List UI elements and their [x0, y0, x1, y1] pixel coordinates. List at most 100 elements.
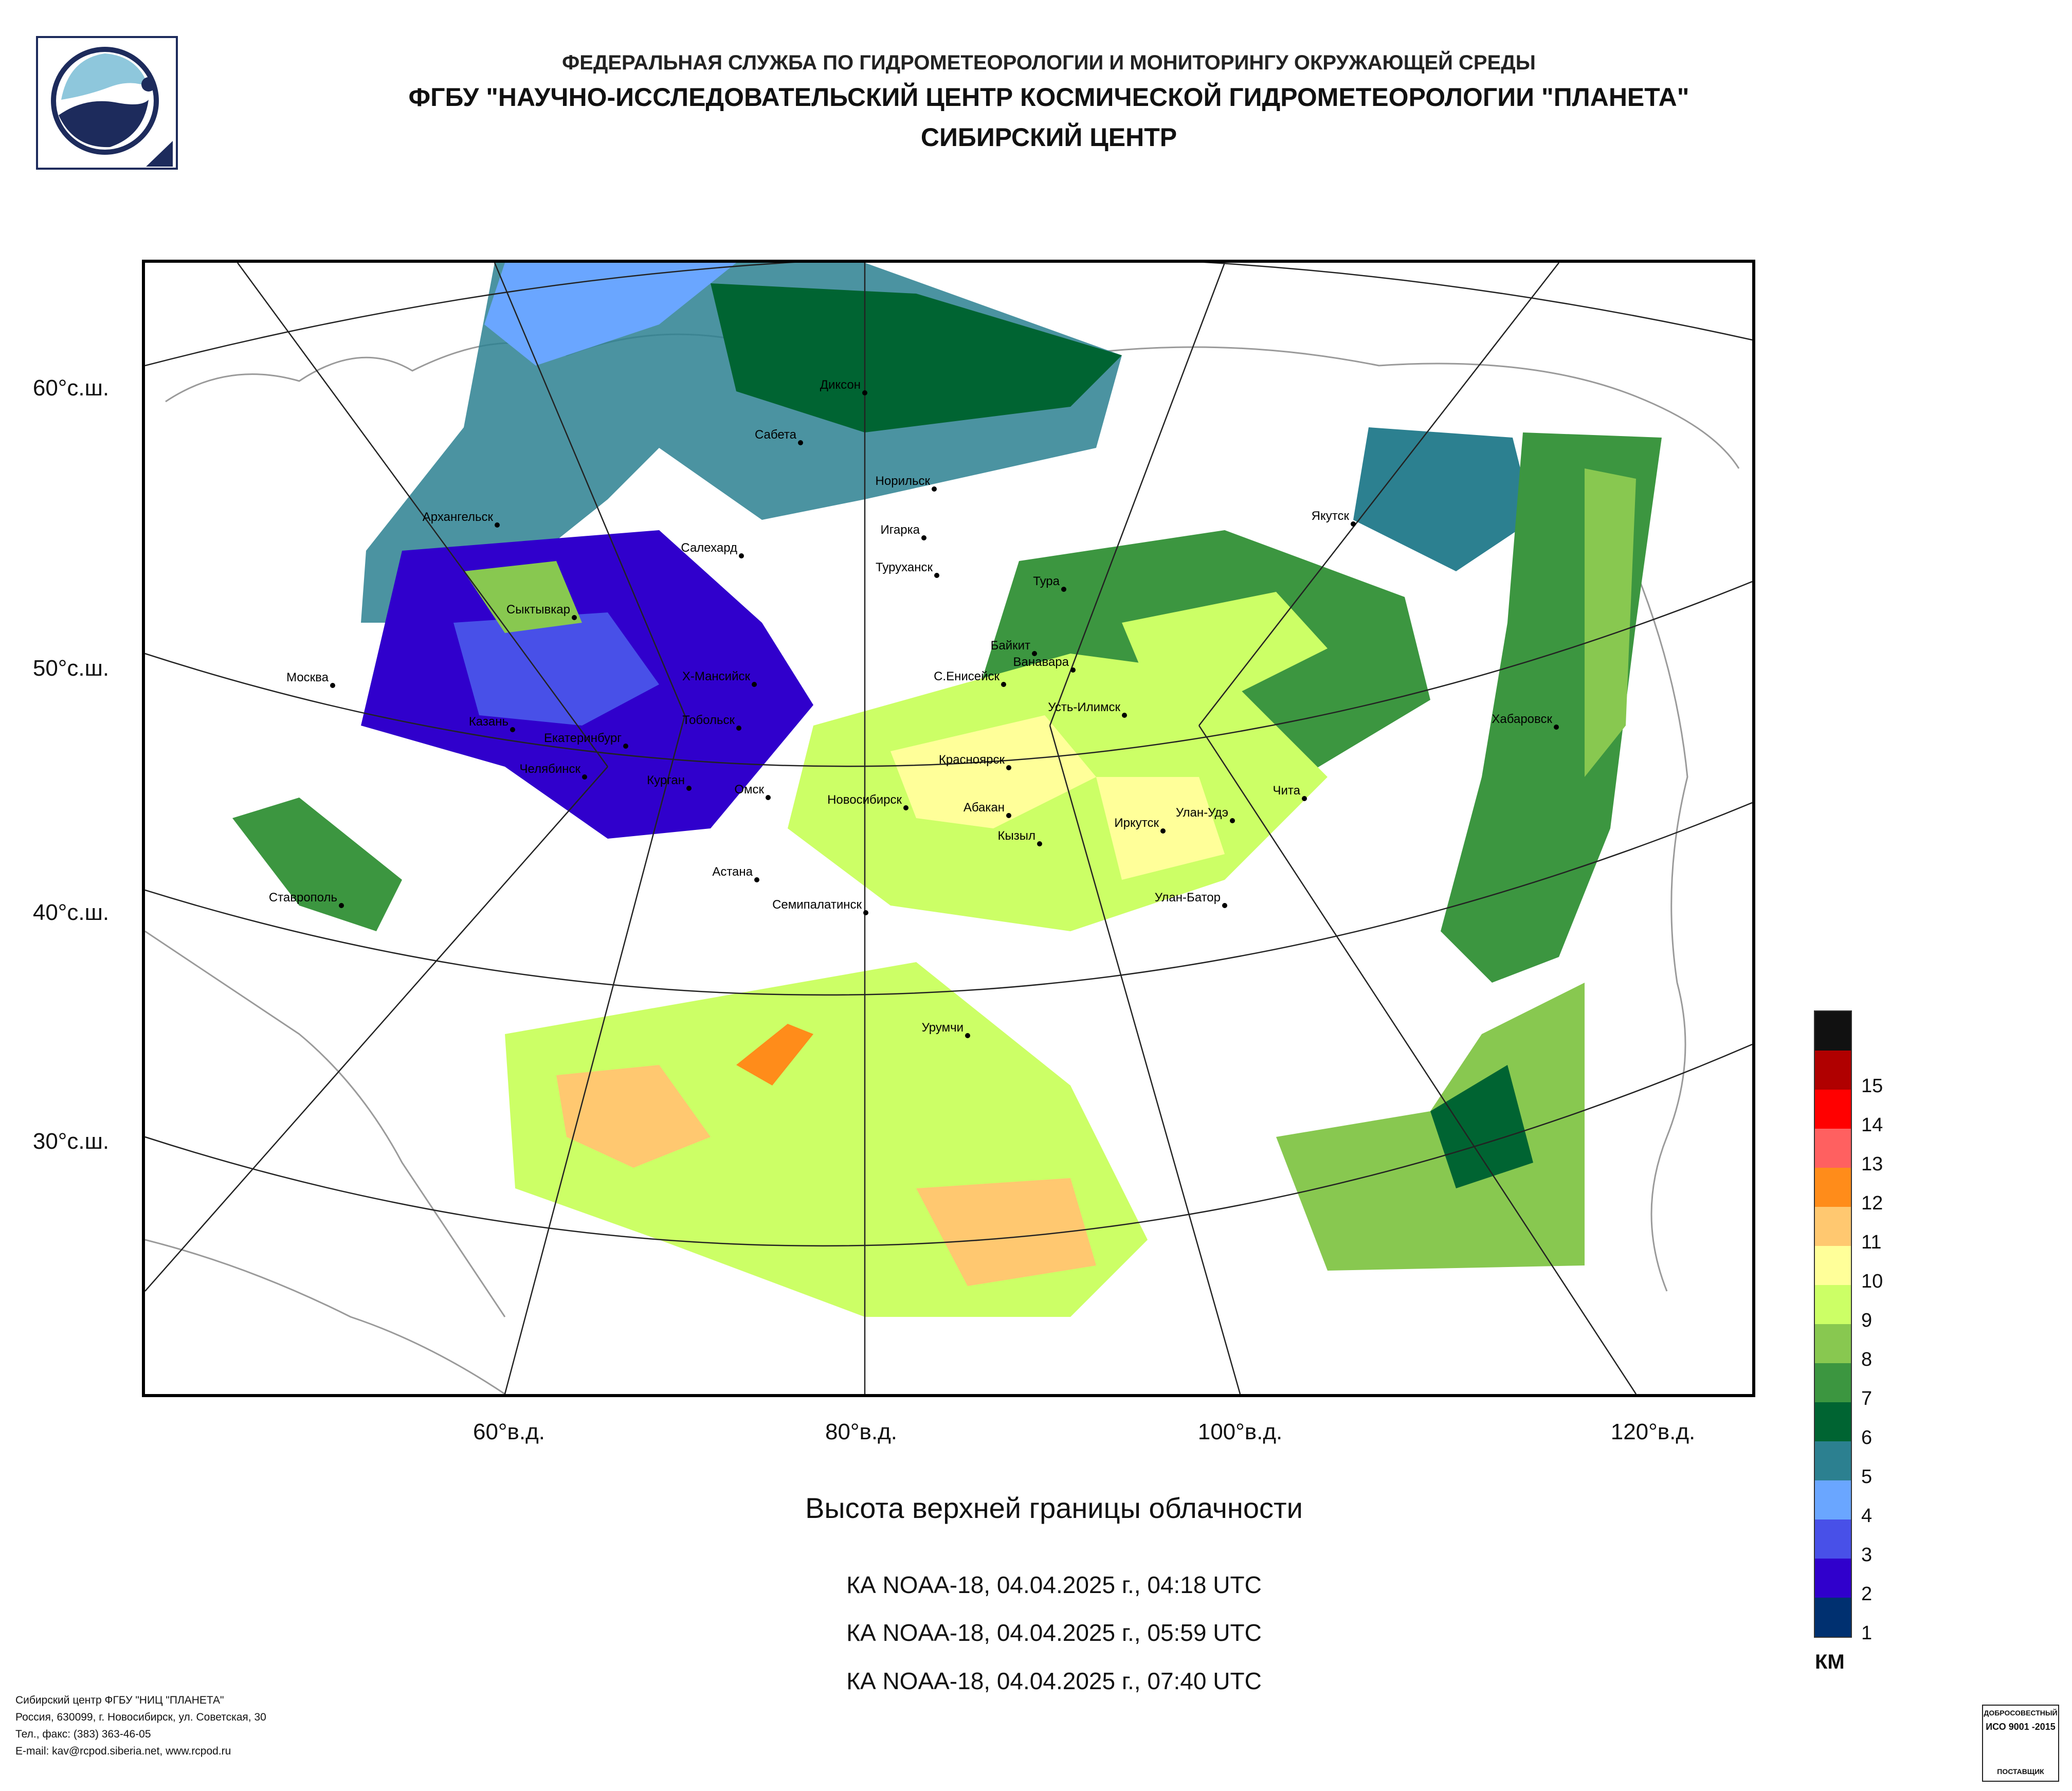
city-dot	[510, 727, 515, 732]
iso-badge-mid: ИСО 9001 -2015	[1986, 1722, 2056, 1732]
legend-swatch	[1815, 1285, 1851, 1324]
legend-label: 8	[1861, 1349, 1873, 1370]
legend-label: 14	[1861, 1114, 1883, 1136]
planeta-logo	[36, 36, 178, 170]
city-dot	[1302, 796, 1307, 801]
pass-line-1: КА NOAA-18, 04.04.2025 г., 04:18 UTC	[846, 1571, 1262, 1598]
lon-label-60: 60°в.д.	[472, 1419, 546, 1444]
city-dot	[934, 573, 939, 578]
city-dot	[965, 1033, 970, 1038]
legend-label: 13	[1861, 1153, 1883, 1175]
legend-swatch	[1815, 1519, 1851, 1559]
lat-label-40: 40°с.ш.	[32, 900, 110, 925]
city-label: Семипалатинск	[772, 898, 862, 912]
pass-line-3: КА NOAA-18, 04.04.2025 г., 07:40 UTC	[846, 1668, 1262, 1694]
city-label: Иркутск	[1114, 816, 1159, 830]
legend-label: 2	[1861, 1583, 1873, 1605]
city-label: Кызыл	[998, 829, 1036, 843]
legend-swatch	[1815, 1168, 1851, 1207]
cloud-layer	[232, 263, 1662, 1317]
city-dot	[1061, 587, 1066, 592]
city-dot	[330, 683, 335, 688]
cloud-top-map: Диксон Сабета Норильск Архангельск Салехард И…	[142, 260, 1755, 1397]
footer-email: E-mail: kav@rcpod.siberia.net, www.rcpod…	[15, 1745, 231, 1757]
legend-swatch	[1815, 1441, 1851, 1480]
city-label: Салехард	[681, 541, 737, 555]
city-label: Москва	[286, 671, 329, 684]
city-label: Екатеринбург	[544, 731, 622, 745]
city-dot	[686, 786, 692, 791]
height-legend	[1814, 1010, 1852, 1638]
city-label: Туруханск	[876, 560, 933, 574]
legend-label: 12	[1861, 1192, 1883, 1214]
city-label: Красноярск	[939, 753, 1005, 767]
legend-swatch	[1815, 1246, 1851, 1285]
iso-badge-bottom: ПОСТАВЩИК	[1997, 1767, 2044, 1776]
legend-swatch	[1815, 1480, 1851, 1519]
city-label: Сыктывкар	[506, 603, 570, 617]
city-dot	[572, 615, 577, 620]
city-label: Сабета	[755, 428, 797, 442]
city-label: Новосибирск	[827, 793, 902, 807]
header-agency: ФЕДЕРАЛЬНАЯ СЛУЖБА ПО ГИДРОМЕТЕОРОЛОГИИ …	[562, 51, 1536, 74]
iso-certificate-badge: ДОБРОСОВЕСТНЫЙ ИСО 9001 -2015 ПОСТАВЩИК	[1982, 1705, 2059, 1782]
city-dot	[1006, 765, 1011, 770]
lat-label-60: 60°с.ш.	[32, 375, 110, 401]
city-label: Норильск	[876, 474, 931, 488]
city-dot	[739, 553, 744, 558]
city-label: Астана	[712, 865, 753, 879]
city-dot	[1070, 667, 1076, 673]
city-label: Абакан	[964, 801, 1005, 815]
city-label: Архангельск	[423, 510, 494, 524]
city-label: Челябинск	[520, 762, 581, 776]
city-label: Курган	[647, 773, 685, 787]
city-dot	[1037, 841, 1042, 846]
iso-badge-top: ДОБРОСОВЕСТНЫЙ	[1984, 1709, 2058, 1717]
graticule	[145, 263, 1752, 1394]
legend-label: 11	[1861, 1232, 1882, 1253]
legend-swatch	[1815, 1207, 1851, 1246]
legend-swatch	[1815, 1598, 1851, 1637]
city-label: Диксон	[820, 378, 861, 392]
legend-label: 1	[1861, 1622, 1873, 1644]
city-label: Усть-Илимск	[1048, 700, 1120, 714]
legend-label: 4	[1861, 1505, 1873, 1527]
city-dot	[863, 910, 868, 915]
legend-label: 6	[1861, 1427, 1873, 1449]
lat-label-30: 30°с.ш.	[32, 1129, 110, 1154]
city-dot	[1032, 651, 1037, 656]
city-label: Игарка	[880, 523, 920, 537]
city-dot	[862, 390, 867, 395]
city-dot	[798, 440, 803, 445]
lon-label-100: 100°в.д.	[1197, 1419, 1283, 1444]
city-label: Чита	[1273, 784, 1301, 798]
lon-label-80: 80°в.д.	[825, 1419, 898, 1444]
legend-swatch	[1815, 1363, 1851, 1402]
city-markers: Диксон Сабета Норильск Архангельск Салехард И…	[269, 378, 1559, 1038]
city-dot	[921, 535, 926, 540]
legend-swatch	[1815, 1011, 1851, 1051]
legend-swatch	[1815, 1129, 1851, 1168]
legend-swatch	[1815, 1324, 1851, 1363]
city-label: Омск	[734, 783, 764, 797]
legend-swatch	[1815, 1402, 1851, 1441]
city-dot	[495, 522, 500, 528]
city-dot	[1554, 725, 1559, 730]
city-label: Казань	[469, 715, 508, 729]
city-dot	[339, 903, 344, 908]
footer-contacts: Сибирский центр ФГБУ "НИЦ "ПЛАНЕТА" Росс…	[15, 1692, 266, 1760]
city-dot	[1230, 818, 1235, 823]
city-label: С.Енисейск	[934, 670, 999, 683]
pass-line-2: КА NOAA-18, 04.04.2025 г., 05:59 UTC	[846, 1619, 1262, 1646]
city-dot	[932, 486, 937, 492]
city-label: Улан-Батор	[1155, 891, 1221, 904]
city-dot	[1122, 713, 1127, 718]
lon-label-120: 120°в.д.	[1610, 1419, 1696, 1444]
city-dot	[1351, 521, 1356, 527]
legend-label: 5	[1861, 1466, 1873, 1488]
footer-address: Россия, 630099, г. Новосибирск, ул. Сове…	[15, 1711, 266, 1723]
city-label: Тобольск	[682, 713, 735, 727]
legend-label: 15	[1861, 1075, 1883, 1097]
legend-swatch	[1815, 1559, 1851, 1598]
header-institute: ФГБУ "НАУЧНО-ИССЛЕДОВАТЕЛЬСКИЙ ЦЕНТР КОС…	[408, 83, 1689, 112]
